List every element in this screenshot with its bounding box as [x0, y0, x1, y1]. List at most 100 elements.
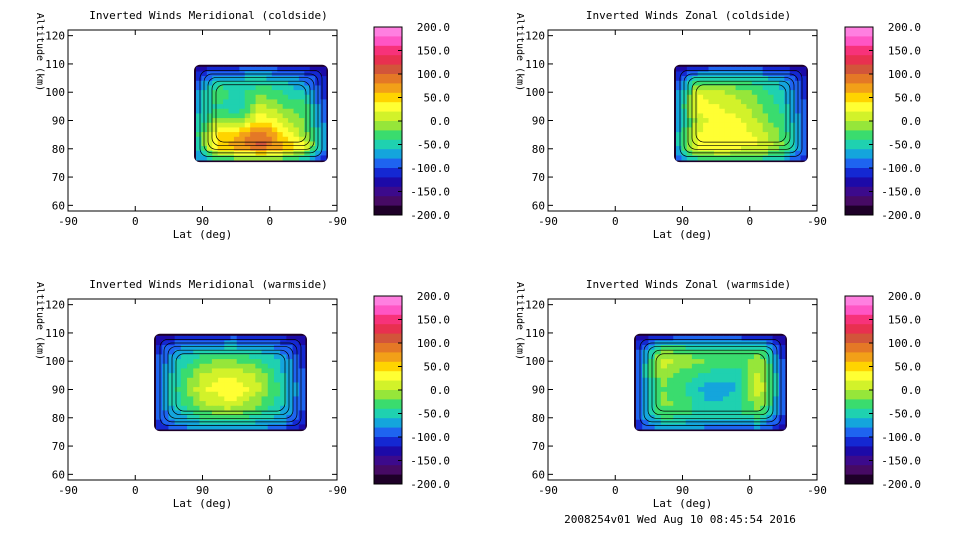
field-cell	[676, 66, 682, 72]
field-cell	[242, 354, 250, 360]
field-cell	[729, 387, 736, 393]
field-cell	[679, 401, 687, 407]
x-tick-label: -90	[58, 215, 78, 228]
field-cell	[292, 340, 300, 346]
field-cell	[266, 80, 273, 86]
field-cell	[698, 419, 705, 425]
field-cell	[174, 382, 182, 388]
field-cell	[223, 155, 229, 161]
field-cell	[298, 66, 305, 72]
field-cell	[266, 76, 273, 82]
field-cell	[636, 354, 643, 360]
field-cell	[800, 122, 807, 128]
field-cell	[156, 387, 163, 393]
field-cell	[187, 349, 194, 355]
field-cell	[766, 354, 773, 360]
field-cell	[724, 108, 731, 114]
field-cell	[773, 113, 780, 119]
field-cell	[292, 391, 300, 397]
field-cell	[273, 368, 281, 374]
field-cell	[778, 345, 786, 351]
field-cell	[686, 127, 693, 133]
field-cell	[766, 363, 773, 369]
field-cell	[239, 132, 246, 138]
field-cell	[729, 373, 736, 379]
field-cell	[778, 99, 785, 105]
field-cell	[789, 90, 796, 96]
field-cell	[735, 80, 742, 86]
field-cell	[708, 150, 715, 156]
field-cell	[223, 99, 229, 105]
field-cell	[686, 90, 693, 96]
field-cell	[685, 405, 693, 411]
field-cell	[282, 104, 289, 110]
field-cell	[205, 363, 213, 369]
field-cell	[735, 76, 742, 82]
field-cell	[642, 377, 649, 383]
y-tick-label: 90	[532, 384, 545, 397]
field-cell	[708, 85, 715, 91]
field-cell	[280, 377, 287, 383]
field-cell	[286, 396, 293, 402]
field-cell	[218, 368, 225, 374]
field-cell	[762, 85, 769, 91]
colorbar-band	[374, 121, 402, 131]
field-cell	[719, 80, 726, 86]
field-cell	[716, 377, 724, 383]
colorbar-tick-label: -100.0	[410, 162, 450, 175]
field-cell	[162, 405, 169, 411]
field-cell	[778, 387, 786, 393]
field-cell	[667, 382, 674, 388]
field-cell	[266, 141, 273, 147]
field-cell	[760, 368, 767, 374]
field-cell	[746, 113, 753, 119]
colorbar-band	[845, 186, 873, 197]
field-cell	[271, 76, 278, 82]
field-cell	[654, 415, 662, 421]
field-cell	[282, 108, 289, 114]
field-cell	[708, 127, 715, 133]
field-cell	[708, 155, 715, 161]
field-cell	[710, 424, 718, 430]
field-cell	[212, 90, 219, 96]
field-cell	[266, 94, 273, 100]
field-cell	[719, 85, 726, 91]
field-cell	[250, 108, 256, 114]
field-cell	[230, 382, 238, 388]
x-axis-label: Lat (deg)	[653, 497, 713, 510]
field-cell	[280, 359, 287, 365]
field-cell	[686, 132, 693, 138]
field-cell	[773, 118, 780, 124]
field-cell	[196, 146, 202, 152]
field-cell	[228, 99, 235, 105]
field-cell	[741, 141, 747, 147]
x-axis-label: Lat (deg)	[173, 497, 233, 510]
field-cell	[298, 141, 305, 147]
field-cell	[156, 419, 163, 425]
field-cell	[228, 136, 235, 142]
field-cell	[298, 146, 305, 152]
field-cell	[244, 66, 251, 72]
field-cell	[710, 419, 718, 425]
field-cell	[746, 155, 753, 161]
field-cell	[239, 118, 246, 124]
field-cell	[280, 387, 287, 393]
field-cell	[255, 136, 262, 142]
field-cell	[741, 363, 749, 369]
field-cell	[685, 382, 693, 388]
colorbar-band	[845, 177, 873, 188]
field-cell	[746, 76, 753, 82]
field-cell	[233, 66, 240, 72]
field-cell	[692, 113, 699, 119]
field-cell	[735, 136, 742, 142]
field-cell	[244, 76, 251, 82]
field-cell	[722, 396, 730, 402]
field-cell	[223, 132, 229, 138]
field-cell	[685, 349, 693, 355]
field-cell	[244, 85, 251, 91]
field-cell	[261, 401, 269, 407]
field-cell	[698, 349, 705, 355]
field-cell	[230, 424, 238, 430]
field-cell	[212, 76, 219, 82]
field-cell	[636, 349, 643, 355]
